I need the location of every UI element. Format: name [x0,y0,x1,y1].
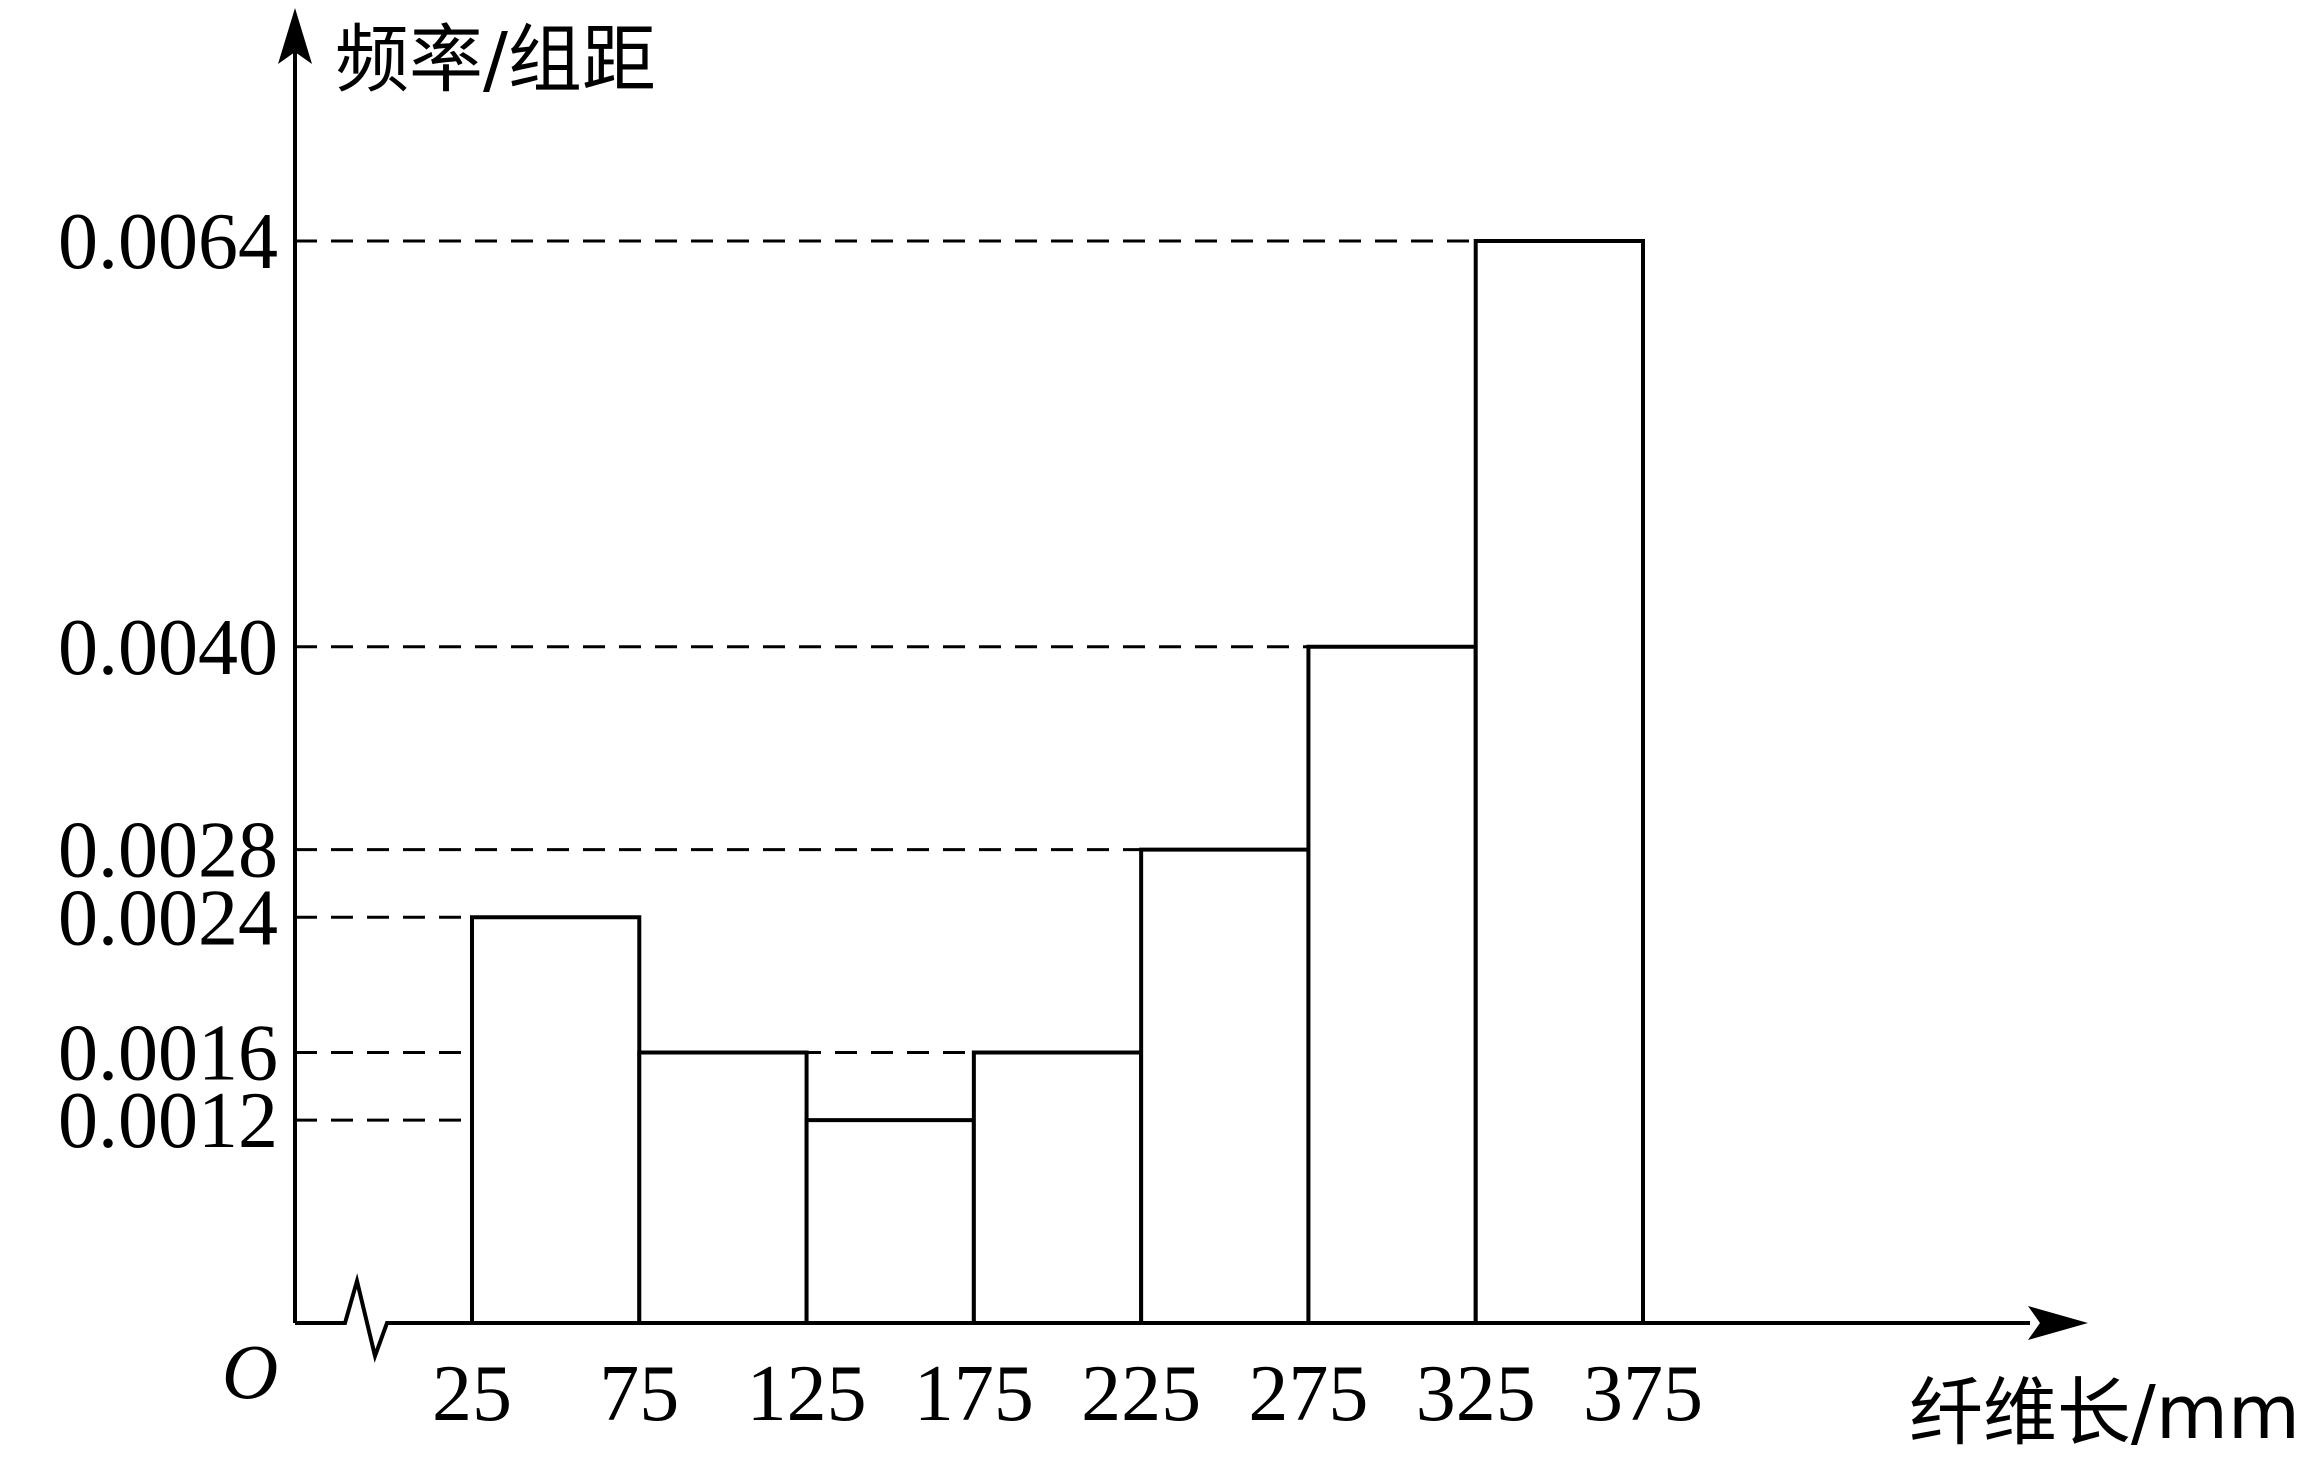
histogram-bar [1473,239,1645,1325]
x-tick-label: 25 [432,1350,512,1438]
labels-layer: 频率/组距 纤维长/mm O [222,17,2300,1456]
histogram-bar [1306,644,1478,1325]
x-tick-label: 325 [1416,1350,1536,1438]
histogram-bar [637,1050,809,1325]
y-axis-arrow-icon [278,8,312,64]
x-tick-label: 375 [1583,1350,1703,1438]
x-tick-label: 125 [747,1350,867,1438]
axes-layer [278,8,2088,1363]
x-tick-label: 175 [914,1350,1034,1438]
histogram-bar [470,915,642,1325]
y-tick-label: 0.0028 [58,807,278,895]
y-tick-label: 0.0064 [58,198,278,286]
x-axis-arrow-icon [2028,1306,2088,1340]
origin-label: O [222,1328,278,1415]
histogram-bar [1139,847,1311,1325]
histogram-bar [971,1050,1144,1325]
bars-layer [470,239,1645,1325]
y-tick-label: 0.0040 [58,604,278,692]
y-tick-label: 0.0012 [58,1077,278,1165]
x-tick-label: 275 [1248,1350,1368,1438]
x-tick-label: 75 [599,1350,679,1438]
x-axis-label: 纤维长/mm [1909,1370,2300,1456]
x-tick-labels-layer: 25 75 125 175 225 275 325 375 [432,1350,1703,1438]
histogram-bar [804,1118,976,1325]
x-tick-label: 225 [1081,1350,1201,1438]
y-tick-label: 0.0016 [58,1010,278,1098]
y-axis-label: 频率/组距 [335,17,656,103]
x-axis-line [295,1273,2030,1363]
y-tick-label: 0.0024 [58,874,278,962]
